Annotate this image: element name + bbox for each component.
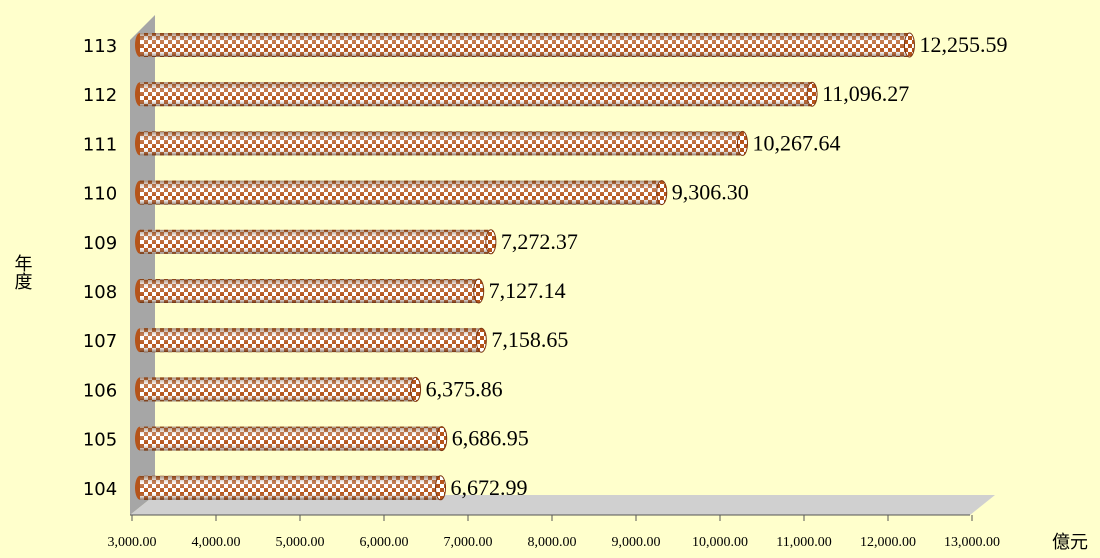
x-tick-label: 12,000.00	[860, 535, 916, 550]
data-label: 10,267.64	[752, 130, 840, 155]
y-tick-label: 106	[83, 380, 117, 401]
x-tick-label: 6,000.00	[360, 535, 409, 550]
y-tick-label: 109	[83, 233, 117, 254]
bar-shade	[140, 279, 479, 303]
bar-cap	[410, 376, 422, 402]
x-tick-label: 4,000.00	[192, 535, 241, 550]
bar-shade	[140, 426, 442, 451]
y-tick-label: 111	[83, 134, 117, 155]
x-tick-label: 13,000.00	[944, 535, 1000, 550]
bar-shade	[140, 82, 813, 107]
data-label: 7,272.37	[501, 229, 578, 254]
data-label: 6,686.95	[452, 426, 529, 451]
data-label: 9,306.30	[672, 180, 749, 205]
floor	[130, 495, 995, 515]
x-tick-label: 9,000.00	[612, 535, 661, 550]
x-axis-label: 億元	[1052, 532, 1088, 553]
x-tick-label: 5,000.00	[276, 535, 325, 550]
bar-cap	[903, 32, 915, 58]
x-tick-label: 7,000.00	[444, 535, 493, 550]
bar-cap	[736, 130, 748, 156]
bar-shade	[140, 229, 491, 254]
y-axis-label: 年度	[12, 254, 33, 290]
bar-shade	[140, 131, 743, 156]
bar-cap	[656, 180, 668, 206]
data-label: 12,255.59	[919, 32, 1007, 57]
data-label: 6,672.99	[451, 475, 528, 500]
bar-cap	[475, 327, 487, 353]
bar-cap	[473, 278, 485, 304]
bar-cap	[435, 475, 447, 501]
data-label: 11,096.27	[822, 81, 909, 106]
x-tick-label: 3,000.00	[108, 535, 157, 550]
bar-shade	[140, 377, 416, 402]
y-tick-label: 104	[83, 479, 117, 500]
bar-cap	[806, 81, 818, 107]
bar-shade	[140, 180, 662, 205]
y-tick-label: 108	[83, 282, 117, 303]
y-tick-label: 113	[83, 36, 117, 57]
x-tick-label: 8,000.00	[528, 535, 577, 550]
data-label: 6,375.86	[426, 376, 503, 401]
y-tick-label: 110	[83, 184, 117, 205]
y-tick-label: 107	[83, 331, 117, 352]
y-tick-label: 112	[83, 85, 117, 106]
x-tick-label: 10,000.00	[692, 535, 748, 550]
bar-shade	[140, 33, 910, 57]
bar-shade	[140, 475, 441, 500]
x-tick-label: 11,000.00	[776, 535, 831, 550]
data-label: 7,158.65	[491, 327, 568, 352]
bar-cap	[436, 426, 448, 452]
data-label: 7,127.14	[489, 278, 566, 303]
bar-cap	[485, 229, 497, 255]
y-tick-label: 105	[83, 430, 117, 451]
bar-shade	[140, 328, 482, 353]
